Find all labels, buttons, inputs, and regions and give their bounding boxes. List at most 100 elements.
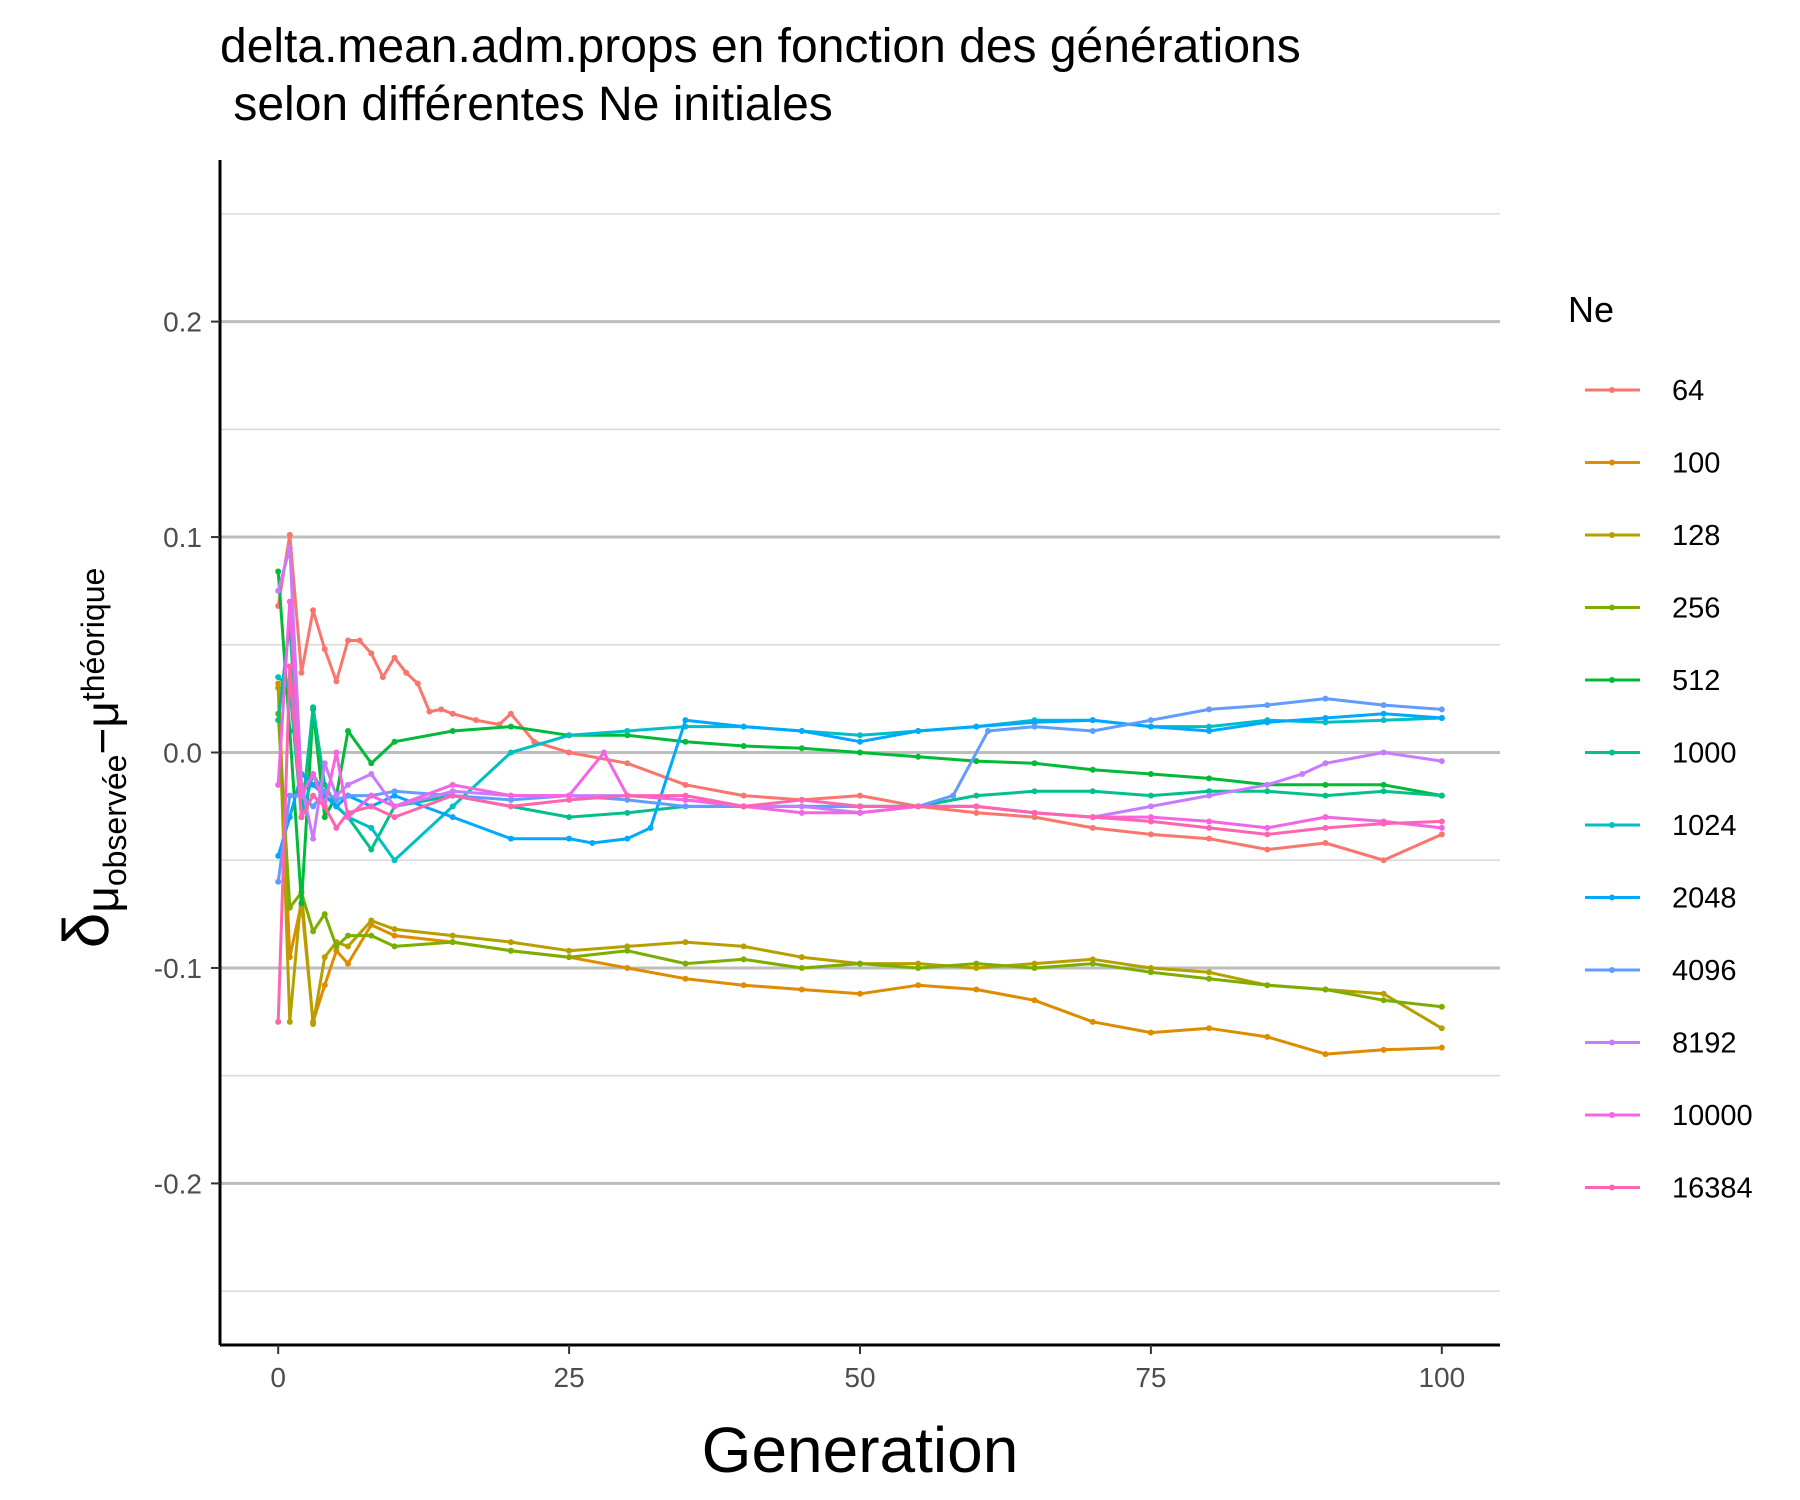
- legend-item-10000: 10000: [1585, 1100, 1753, 1132]
- data-point-2048: [310, 781, 317, 788]
- legend-item-100: 100: [1585, 448, 1720, 480]
- data-point-10000: [601, 749, 607, 756]
- data-point-256: [1206, 975, 1213, 982]
- data-point-128: [915, 960, 922, 967]
- legend-key-point: [1609, 967, 1615, 973]
- data-point-8192: [1438, 758, 1445, 765]
- legend-label: 512: [1672, 665, 1720, 697]
- data-point-8192: [1264, 781, 1271, 788]
- data-point-4096: [1147, 717, 1154, 724]
- data-point-256: [740, 956, 747, 963]
- data-point-8192: [1147, 803, 1154, 810]
- data-point-64: [298, 669, 305, 676]
- data-point-512: [1380, 781, 1387, 788]
- data-point-10000: [333, 749, 340, 756]
- data-point-256: [286, 904, 293, 911]
- data-point-256: [310, 928, 317, 935]
- data-point-2048: [624, 835, 631, 842]
- data-point-8192: [1299, 771, 1306, 778]
- data-point-10000: [1206, 818, 1213, 825]
- data-point-4096: [345, 792, 351, 799]
- data-point-256: [1147, 969, 1154, 976]
- data-point-10000: [275, 781, 282, 788]
- data-point-10000: [449, 781, 456, 788]
- data-point-512: [507, 723, 514, 730]
- data-point-100: [1089, 1018, 1096, 1025]
- data-point-10000: [1147, 814, 1154, 821]
- data-point-1024: [507, 749, 514, 756]
- series-line-10000: [276, 600, 1442, 830]
- data-point-128: [973, 964, 980, 971]
- data-point-2048: [798, 727, 805, 734]
- data-point-16384: [1322, 824, 1329, 831]
- data-point-10000: [507, 792, 514, 799]
- data-point-1000: [624, 809, 631, 816]
- data-point-4096: [1438, 706, 1445, 713]
- data-point-100: [1206, 1025, 1213, 1032]
- data-point-16384: [449, 792, 456, 799]
- series-16384: [275, 663, 1445, 1025]
- data-point-256: [1089, 960, 1096, 967]
- data-point-2048: [1147, 723, 1154, 730]
- data-point-2048: [647, 824, 654, 831]
- data-point-10000: [566, 792, 573, 799]
- data-point-1000: [973, 792, 980, 799]
- data-point-1000: [1264, 788, 1271, 795]
- data-point-1024: [1380, 717, 1387, 724]
- data-point-64: [1147, 831, 1154, 838]
- data-point-2048: [1206, 727, 1213, 734]
- data-point-64: [740, 792, 747, 799]
- data-point-2048: [333, 803, 340, 810]
- series-64: [275, 531, 1445, 864]
- data-point-128: [798, 954, 805, 961]
- y-tick-label: -0.1: [154, 953, 202, 984]
- data-point-4096: [1089, 727, 1096, 734]
- series-100: [275, 680, 1445, 1058]
- legend-key-point: [1609, 1184, 1615, 1191]
- data-point-1024: [857, 732, 863, 739]
- data-point-256: [1438, 1003, 1445, 1010]
- legend-item-128: 128: [1585, 520, 1720, 552]
- data-point-2048: [1264, 719, 1271, 726]
- data-point-64: [857, 792, 863, 799]
- data-point-16384: [973, 803, 980, 810]
- data-point-1024: [1206, 723, 1213, 730]
- series-256: [275, 710, 1445, 1010]
- data-point-128: [507, 939, 514, 946]
- data-point-100: [624, 964, 631, 971]
- y-axis-title: δμobservée−μthéorique: [50, 568, 133, 949]
- data-point-512: [391, 738, 398, 745]
- data-point-256: [1322, 986, 1329, 993]
- data-point-2048: [507, 835, 514, 842]
- y-tick-label: 0.1: [163, 522, 202, 553]
- chart-title-line2: selon différentes Ne initiales: [220, 78, 833, 131]
- legend-key-point: [1609, 532, 1615, 538]
- data-point-256: [915, 964, 922, 971]
- data-point-64: [1031, 814, 1038, 821]
- data-point-256: [1264, 982, 1271, 989]
- data-point-100: [915, 982, 922, 989]
- data-point-128: [566, 947, 573, 954]
- data-point-64: [426, 708, 433, 715]
- y-axis-title-mu-observed: μ: [76, 886, 128, 913]
- legend-label: 2048: [1672, 883, 1737, 915]
- data-point-512: [798, 745, 805, 752]
- legend-key-point: [1609, 1039, 1615, 1046]
- data-point-256: [321, 911, 328, 918]
- legend-key-point: [1609, 822, 1615, 828]
- data-point-1024: [275, 674, 282, 681]
- data-point-1024: [449, 803, 456, 810]
- data-point-128: [1147, 964, 1154, 971]
- data-point-64: [391, 654, 398, 661]
- data-point-100: [391, 932, 398, 939]
- data-point-4096: [310, 803, 317, 810]
- data-point-1024: [391, 857, 398, 864]
- data-point-2048: [740, 723, 747, 730]
- legend-key-point: [1609, 1112, 1615, 1118]
- data-point-256: [798, 964, 805, 971]
- data-point-16384: [915, 803, 922, 810]
- data-point-16384: [333, 824, 340, 831]
- data-point-16384: [1089, 814, 1096, 821]
- axes: -0.2 -0.1 0.0 0.1 0.2 0 25 50 75 100: [154, 160, 1500, 1393]
- legend-label: 256: [1672, 593, 1720, 625]
